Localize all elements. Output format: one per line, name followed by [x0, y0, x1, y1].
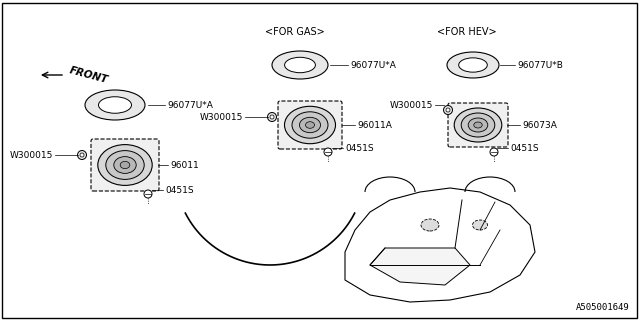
Text: FRONT: FRONT: [68, 65, 109, 85]
Ellipse shape: [468, 118, 488, 132]
Circle shape: [490, 148, 498, 156]
Ellipse shape: [454, 108, 502, 142]
Circle shape: [77, 150, 86, 159]
Circle shape: [324, 148, 332, 156]
Text: 96011A: 96011A: [357, 121, 392, 130]
FancyBboxPatch shape: [278, 101, 342, 149]
Ellipse shape: [447, 52, 499, 78]
Ellipse shape: [472, 220, 488, 230]
Ellipse shape: [98, 145, 152, 185]
Polygon shape: [345, 188, 535, 302]
Circle shape: [270, 115, 274, 119]
Ellipse shape: [292, 112, 328, 138]
Ellipse shape: [106, 151, 144, 180]
Text: 96077U*A: 96077U*A: [350, 60, 396, 69]
Polygon shape: [370, 248, 470, 285]
Ellipse shape: [474, 122, 482, 128]
Ellipse shape: [285, 106, 335, 144]
Ellipse shape: [85, 90, 145, 120]
Circle shape: [446, 108, 450, 112]
Ellipse shape: [272, 51, 328, 79]
FancyBboxPatch shape: [91, 139, 159, 191]
FancyBboxPatch shape: [448, 103, 508, 147]
Text: 0451S: 0451S: [165, 186, 194, 195]
Text: W300015: W300015: [10, 150, 53, 159]
Text: <FOR HEV>: <FOR HEV>: [437, 27, 497, 37]
Text: 96073A: 96073A: [522, 121, 557, 130]
Circle shape: [80, 153, 84, 157]
Circle shape: [268, 113, 276, 122]
Ellipse shape: [99, 97, 131, 113]
Circle shape: [144, 190, 152, 198]
Ellipse shape: [300, 117, 321, 133]
Text: <FOR GAS>: <FOR GAS>: [265, 27, 325, 37]
Text: 96011: 96011: [170, 161, 199, 170]
Ellipse shape: [461, 113, 495, 137]
Ellipse shape: [285, 57, 316, 73]
Ellipse shape: [421, 219, 439, 231]
Ellipse shape: [114, 156, 136, 173]
Ellipse shape: [305, 122, 314, 128]
Ellipse shape: [120, 161, 130, 169]
Text: 0451S: 0451S: [345, 143, 374, 153]
Text: 96077U*A: 96077U*A: [167, 100, 213, 109]
Text: W300015: W300015: [390, 100, 433, 109]
Circle shape: [444, 106, 452, 115]
Text: A505001649: A505001649: [576, 303, 630, 312]
Ellipse shape: [459, 58, 487, 72]
Text: 0451S: 0451S: [510, 143, 539, 153]
Text: 96077U*B: 96077U*B: [517, 60, 563, 69]
Text: W300015: W300015: [200, 113, 243, 122]
